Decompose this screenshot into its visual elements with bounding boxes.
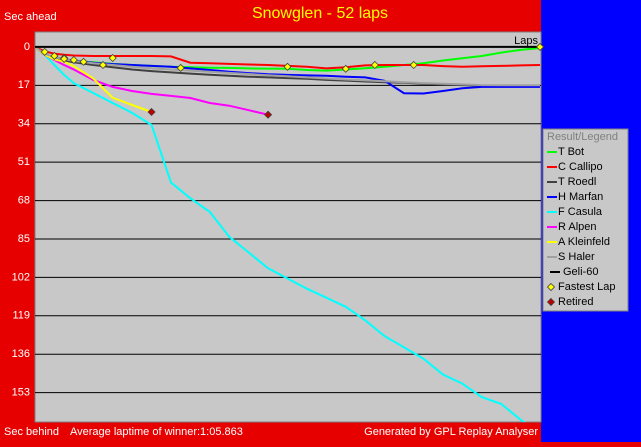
x-label: Laps: [514, 35, 538, 47]
marker: [98, 60, 108, 70]
series-line: [35, 46, 152, 113]
marker: [50, 51, 59, 61]
marker: [283, 62, 292, 71]
marker: [69, 55, 78, 65]
marker: [370, 60, 379, 70]
y-tick-label: 119: [12, 310, 30, 322]
y-tick-label: 51: [18, 156, 30, 168]
series-line: [35, 46, 526, 422]
y-tick-label: 34: [18, 118, 30, 130]
y-label-bottom: Sec behind: [4, 426, 59, 438]
y-tick-label: 0: [24, 41, 30, 53]
y-tick-label: 102: [12, 271, 30, 283]
marker: [341, 64, 350, 73]
legend-swatch: [546, 282, 556, 292]
marker: [535, 42, 545, 51]
legend-label: Geli-60: [563, 266, 598, 278]
legend-title: Result/Legend: [547, 131, 618, 143]
legend-label: Retired: [558, 296, 593, 308]
legend-label: R Alpen: [558, 221, 597, 233]
y-label-top: Sec ahead: [4, 11, 57, 23]
plot-area: [34, 31, 542, 423]
legend-label: T Roedl: [558, 176, 596, 188]
plot: [35, 45, 541, 422]
legend-label: Fastest Lap: [558, 281, 615, 293]
marker: [176, 63, 185, 72]
legend-swatch: [546, 297, 556, 307]
y-tick-label: 68: [18, 194, 30, 206]
y-tick-label: 17: [18, 79, 30, 91]
marker: [40, 47, 49, 56]
footer-right: Generated by GPL Replay Analyser: [364, 426, 538, 438]
marker: [409, 60, 418, 70]
legend-label: T Bot: [558, 146, 584, 158]
y-tick-label: 153: [12, 387, 30, 399]
series-line: [35, 46, 269, 116]
legend-box: [542, 128, 629, 312]
chart-title: Snowglen - 52 laps: [252, 5, 388, 22]
marker: [79, 57, 88, 66]
series-line: [35, 45, 541, 70]
marker: [108, 53, 117, 63]
marker: [264, 110, 273, 119]
y-tick-label: 136: [12, 348, 30, 360]
marker: [60, 54, 69, 63]
legend-label: H Marfan: [558, 191, 603, 203]
legend-label: A Kleinfeld: [558, 236, 610, 248]
legend-label: S Haler: [558, 251, 595, 263]
legend-label: F Casula: [558, 206, 603, 218]
marker: [147, 107, 156, 117]
y-tick-label: 85: [18, 233, 30, 245]
footer-left: Average laptime of winner:1:05.863: [70, 426, 243, 438]
legend-label: C Callipo: [558, 161, 603, 173]
